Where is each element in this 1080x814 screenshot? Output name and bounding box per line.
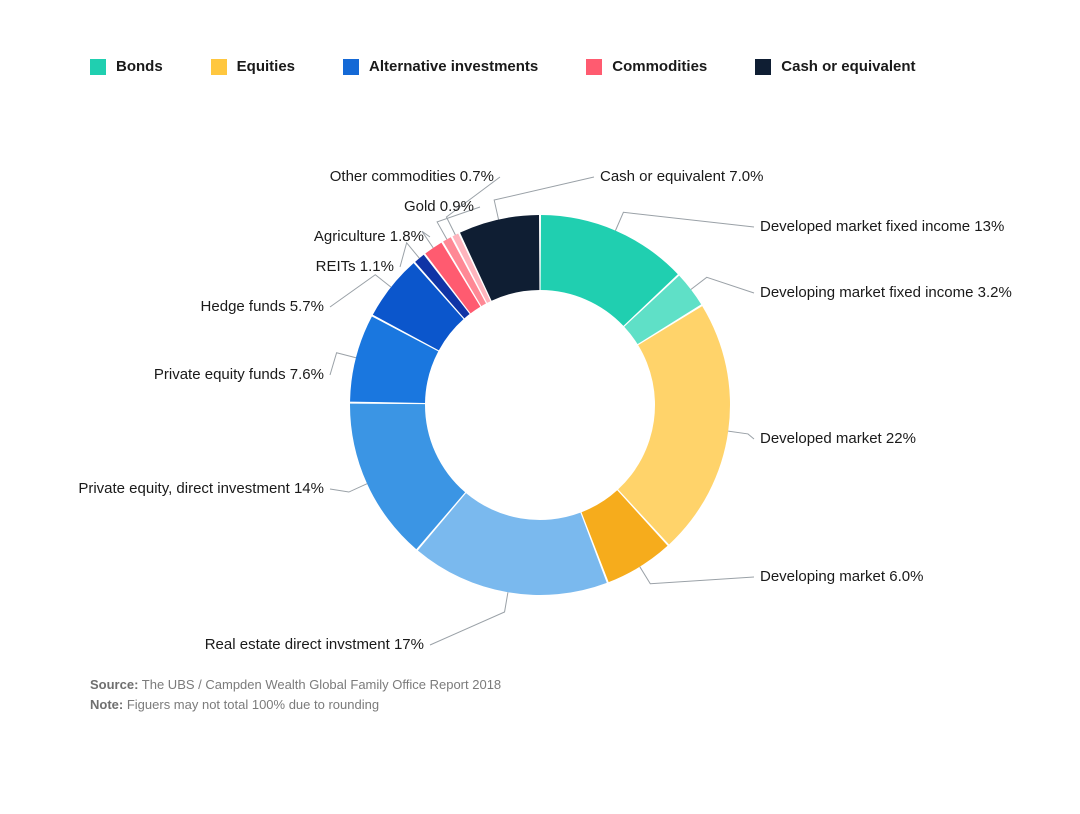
slice-label-value: 1.1% [360,258,394,275]
legend-label: Bonds [116,58,163,75]
legend-swatch [211,59,227,75]
slice-label-value: 7.6% [290,366,324,383]
slice-label: Developed market fixed income 13% [760,218,1004,235]
legend: Bonds Equities Alternative investments Comm… [0,0,1080,75]
note-text: Figuers may not total 100% due to roundi… [127,697,379,712]
slice-label: Other commodities 0.7% [330,168,494,185]
legend-label: Commodities [612,58,707,75]
source-label: Source: [90,677,138,692]
donut-chart: Developed market fixed income 13%Develop… [0,75,1080,675]
slice-label: Private equity, direct investment 14% [78,480,324,497]
slice-label-value: 7.0% [729,168,763,185]
slice-label: Real estate direct invstment 17% [205,636,424,653]
legend-label: Equities [237,58,295,75]
slice-label-name: Private equity, direct investment [78,480,289,497]
slice-label-name: Private equity funds [154,366,286,383]
slice-label-value: 1.8% [390,228,424,245]
legend-item: Alternative investments [343,58,538,75]
slice-label: Developing market fixed income 3.2% [760,284,1012,301]
leader-line [430,592,508,645]
slice-label: Gold 0.9% [404,198,474,215]
legend-item: Bonds [90,58,163,75]
leader-line [615,212,754,230]
legend-item: Commodities [586,58,707,75]
source-text: The UBS / Campden Wealth Global Family O… [142,677,501,692]
footer-notes: Source: The UBS / Campden Wealth Global … [0,675,1080,714]
legend-item: Cash or equivalent [755,58,915,75]
slice-label-name: Developing market [760,568,885,585]
slice-label-name: Developed market [760,430,882,447]
slice-label: Hedge funds 5.7% [201,298,324,315]
legend-swatch [343,59,359,75]
slice-label-name: Developing market fixed income [760,284,973,301]
slice-label-value: 17% [394,636,424,653]
slice-label-value: 6.0% [889,568,923,585]
slice-label-name: Cash or equivalent [600,168,725,185]
slice-label: REITs 1.1% [316,258,394,275]
slice-label: Private equity funds 7.6% [154,366,324,383]
legend-swatch [755,59,771,75]
slice-label-name: REITs [316,258,356,275]
slice-label-value: 22% [886,430,916,447]
leader-line [330,353,356,375]
slice-label-value: 5.7% [290,298,324,315]
note-label: Note: [90,697,123,712]
slice-label-value: 14% [294,480,324,497]
slice-label-name: Developed market fixed income [760,218,970,235]
legend-label: Alternative investments [369,58,538,75]
leader-line [640,567,754,584]
leader-line [330,484,367,492]
slice-label-value: 0.9% [440,198,474,215]
leader-line [691,277,754,293]
legend-item: Equities [211,58,295,75]
slice-label-value: 3.2% [978,284,1012,301]
slice-label-name: Gold [404,198,436,215]
slice-label: Developed market 22% [760,430,916,447]
legend-label: Cash or equivalent [781,58,915,75]
legend-swatch [90,59,106,75]
slice-label-name: Agriculture [314,228,386,245]
slice-label: Agriculture 1.8% [314,228,424,245]
slice-label: Developing market 6.0% [760,568,923,585]
slice-label-name: Real estate direct invstment [205,636,390,653]
legend-swatch [586,59,602,75]
slice-label-name: Hedge funds [201,298,286,315]
slice-label-value: 13% [974,218,1004,235]
donut-slice [618,306,730,544]
leader-line [728,431,754,439]
slice-label-value: 0.7% [460,168,494,185]
slice-label: Cash or equivalent 7.0% [600,168,763,185]
slice-label-name: Other commodities [330,168,456,185]
leader-line [494,177,594,220]
